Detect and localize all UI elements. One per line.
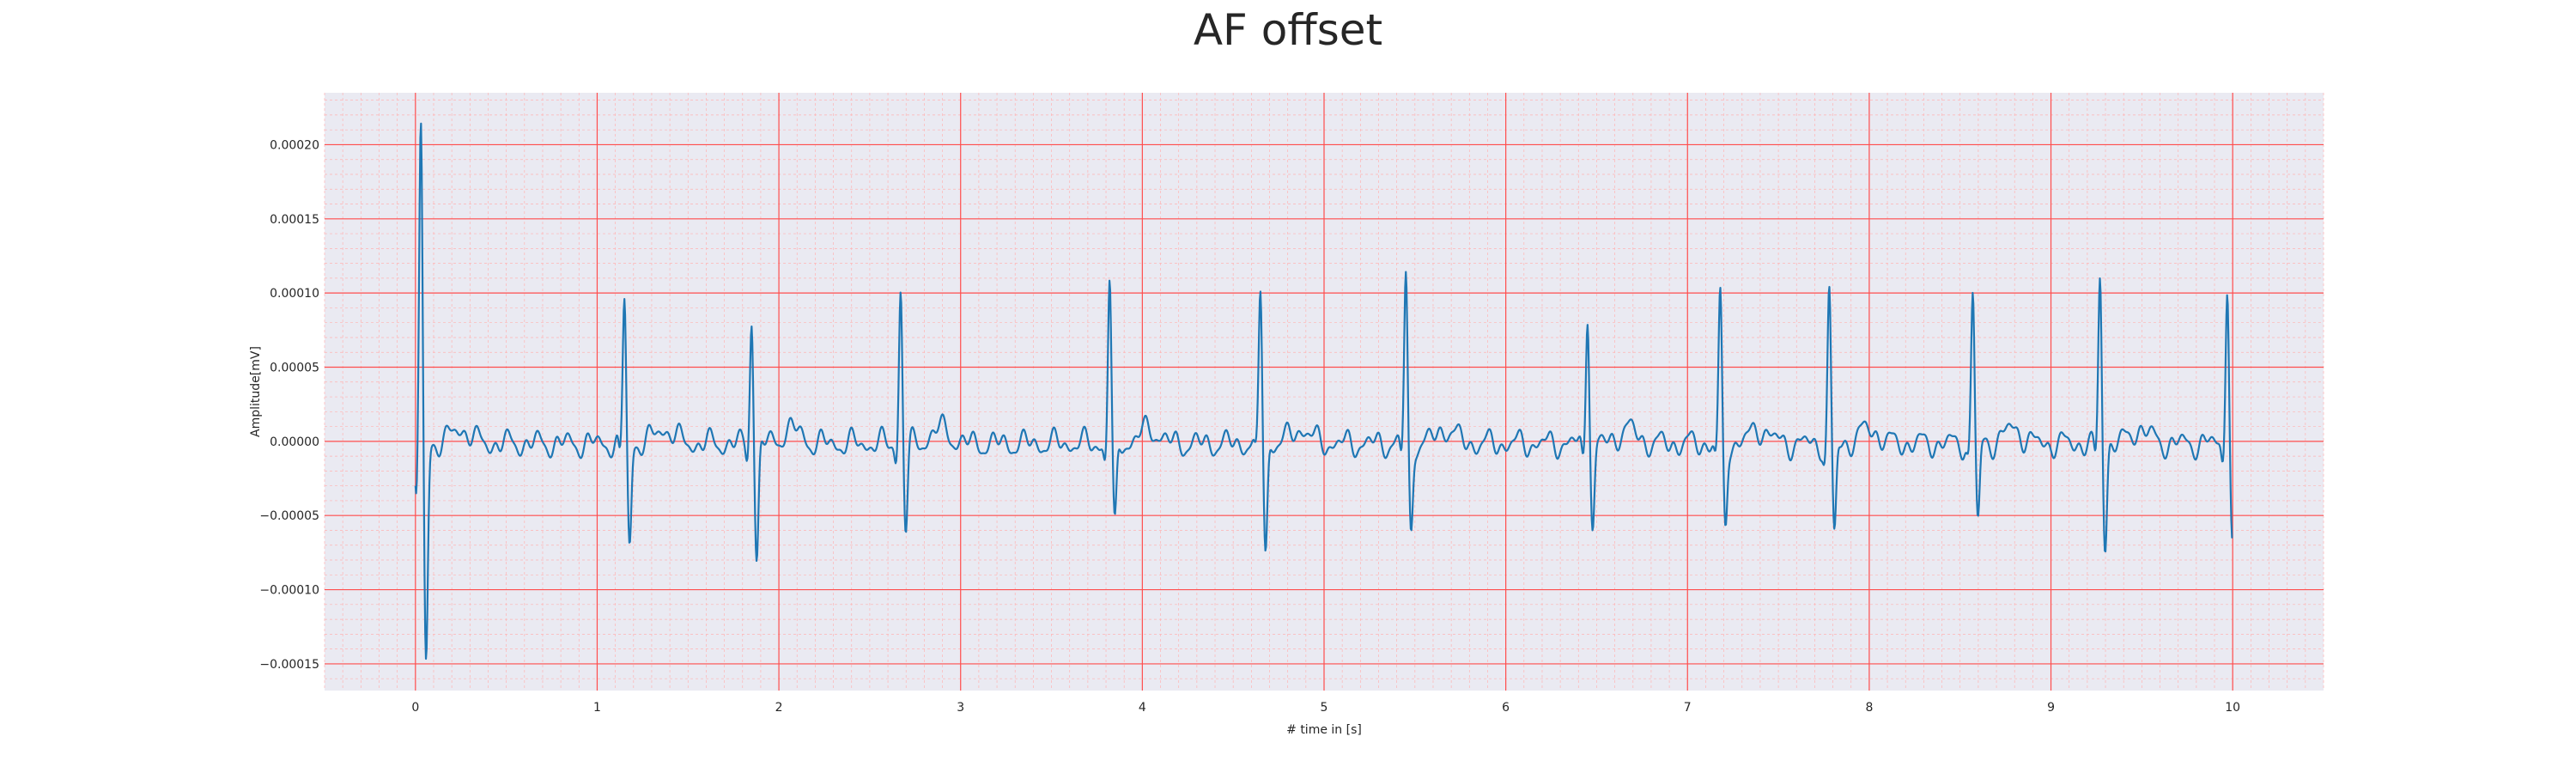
x-tick-label: 0 <box>411 701 419 715</box>
x-tick-label: 6 <box>1502 701 1510 715</box>
y-tick-label: 0.00010 <box>270 287 319 301</box>
x-axis-label: # time in [s] <box>1286 723 1362 737</box>
y-tick-label: 0.00015 <box>270 213 319 227</box>
y-tick-label: 0.00005 <box>270 362 319 375</box>
x-tick-label: 5 <box>1321 701 1328 715</box>
y-tick-label: −0.00010 <box>259 584 319 598</box>
y-axis-label: Amplitude[mV] <box>249 346 263 437</box>
y-tick-label: 0.00000 <box>270 435 319 449</box>
x-tick-label: 4 <box>1139 701 1146 715</box>
x-tick-label: 10 <box>2225 701 2240 715</box>
y-tick-label: −0.00015 <box>259 658 319 672</box>
y-tick-labels: −0.00015 −0.00010 −0.00005 0.00000 0.00005 0.… <box>259 138 319 671</box>
x-tick-label: 8 <box>1865 701 1873 715</box>
x-tick-label: 7 <box>1684 701 1692 715</box>
x-tick-labels: 0 1 2 3 4 5 6 7 8 9 10 <box>411 701 2240 715</box>
x-tick-label: 9 <box>2047 701 2055 715</box>
y-tick-label: 0.00020 <box>270 138 319 152</box>
x-tick-label: 1 <box>593 701 601 715</box>
x-tick-label: 2 <box>775 701 783 715</box>
y-tick-label: −0.00005 <box>259 509 319 523</box>
x-tick-label: 3 <box>957 701 964 715</box>
